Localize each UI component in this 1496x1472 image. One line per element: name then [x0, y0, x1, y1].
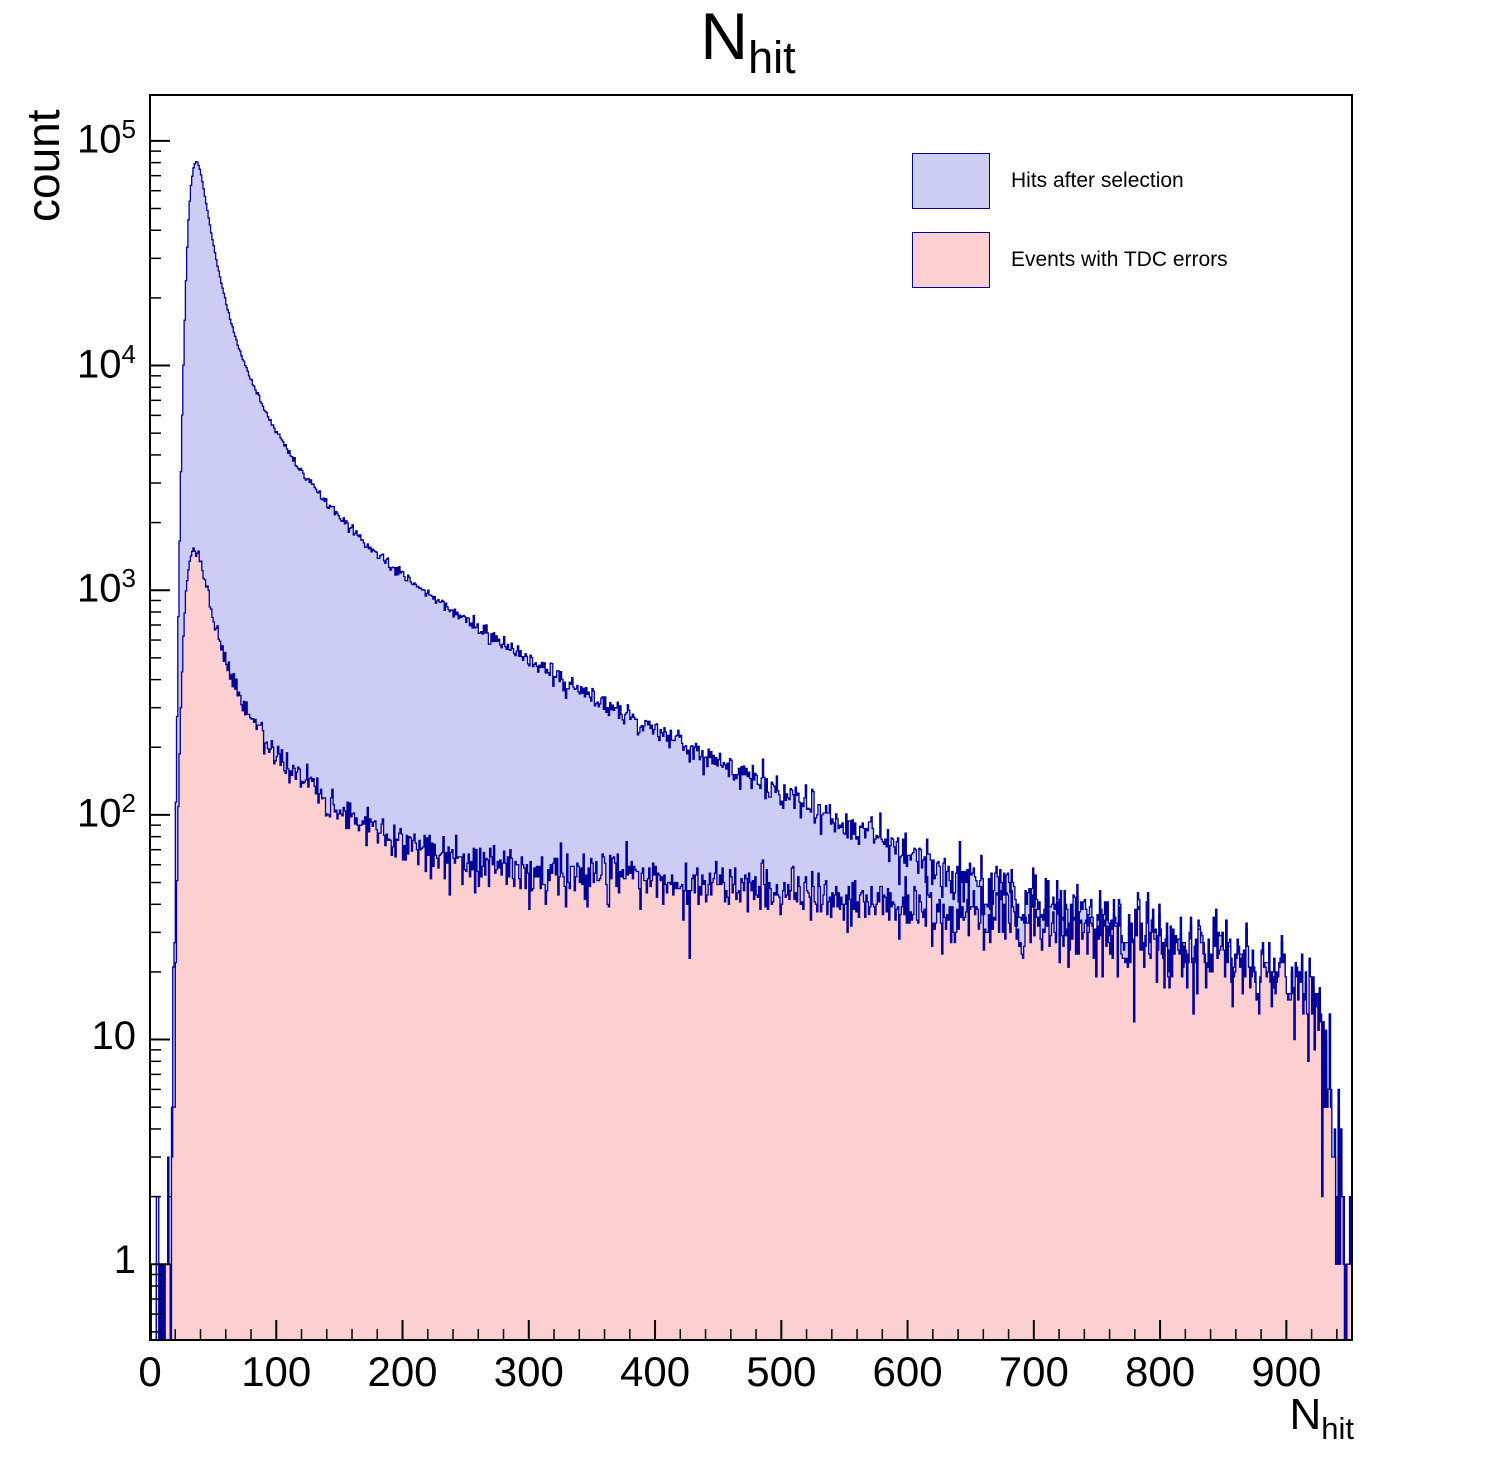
x-tick-label: 300 — [493, 1348, 564, 1395]
x-tick-label: 200 — [367, 1348, 438, 1395]
chart-title-main: N — [700, 0, 749, 73]
series-events-with-tdc-errors — [149, 547, 1353, 1341]
legend-item-hits-after-selection: Hits after selection — [912, 153, 1228, 209]
x-tick-label: 600 — [872, 1348, 943, 1395]
x-tick-label: 100 — [241, 1348, 312, 1395]
x-tick-label: 500 — [746, 1348, 817, 1395]
legend-label-events-with-tdc-errors: Events with TDC errors — [1011, 248, 1228, 271]
y-tick-label: 105 — [77, 113, 136, 162]
x-axis-title-main: N — [1289, 1390, 1322, 1439]
chart-title: Nhit — [0, 0, 1496, 84]
legend-swatch-hits-after-selection — [912, 153, 990, 209]
x-axis-title: Nhit — [1289, 1390, 1354, 1447]
x-axis-title-subscript: hit — [1321, 1410, 1354, 1446]
y-tick-label: 10 — [91, 1013, 137, 1058]
chart-title-subscript: hit — [748, 32, 796, 84]
legend-label-hits-after-selection: Hits after selection — [1011, 169, 1184, 192]
legend-item-events-with-tdc-errors: Events with TDC errors — [912, 232, 1228, 288]
x-tick-label: 700 — [998, 1348, 1069, 1395]
x-tick-label: 400 — [619, 1348, 691, 1395]
y-axis-title: count — [17, 109, 69, 222]
plot-frame — [149, 94, 1353, 1341]
x-tick-label: 0 — [138, 1348, 162, 1395]
x-tick-label: 900 — [1251, 1348, 1322, 1395]
y-tick-label: 102 — [77, 787, 136, 836]
y-tick-label: 104 — [77, 338, 136, 386]
y-tick-label: 1 — [113, 1238, 136, 1283]
legend-swatch-events-with-tdc-errors — [912, 232, 990, 288]
y-tick-label: 103 — [77, 563, 136, 611]
x-tick-label: 800 — [1125, 1348, 1196, 1395]
legend: Hits after selection Events with TDC err… — [912, 153, 1228, 311]
